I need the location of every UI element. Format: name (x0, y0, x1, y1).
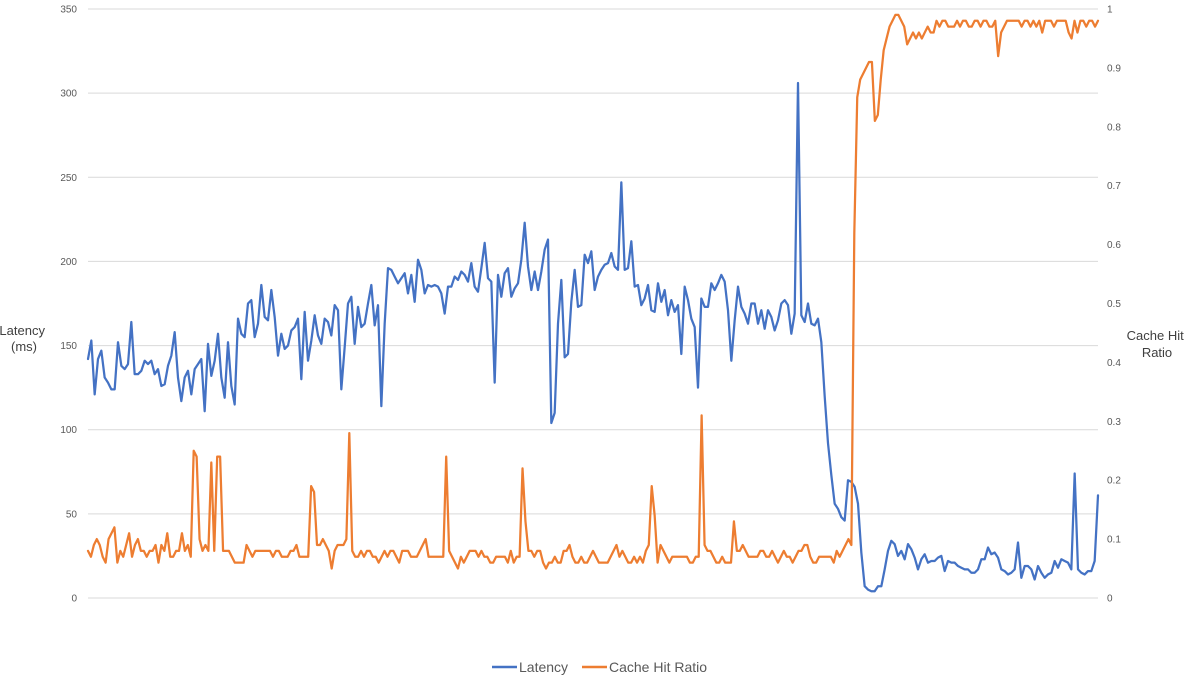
right-tick-label: 0.5 (1107, 299, 1121, 310)
right-tick-label: 0.6 (1107, 240, 1121, 251)
cache-hit-ratio-series-line (86, 13, 1100, 570)
right-tick-label: 0.3 (1107, 417, 1121, 428)
right-tick-label: 0.1 (1107, 535, 1121, 546)
right-axis-title: Cache Hit Ratio (1127, 328, 1188, 360)
right-axis-title-line-1: Cache Hit (1127, 328, 1184, 343)
left-tick-label: 300 (60, 89, 77, 100)
gridlines (88, 8, 1098, 599)
right-axis-title-line-2: Ratio (1142, 345, 1172, 360)
right-tick-label: 0.9 (1107, 63, 1121, 74)
right-tick-label: 0.8 (1107, 122, 1121, 133)
right-tick-label: 0 (1107, 594, 1113, 605)
left-tick-label: 150 (60, 341, 77, 352)
left-axis-title-line-1: Latency (0, 323, 45, 338)
left-tick-label: 200 (60, 257, 77, 268)
right-tick-label: 0.2 (1107, 476, 1121, 487)
left-axis-title-line-2: (ms) (11, 339, 37, 354)
right-tick-label: 0.7 (1107, 181, 1121, 192)
right-axis-ticks: 0 0.1 0.2 0.3 0.4 0.5 0.6 0.7 0.8 0.9 1 (1107, 5, 1121, 605)
left-tick-label: 0 (71, 594, 77, 605)
legend: Latency Cache Hit Ratio (492, 659, 707, 675)
right-tick-label: 0.4 (1107, 358, 1121, 369)
left-axis-title: Latency (ms) (0, 323, 49, 354)
left-axis-ticks: 0 50 100 150 200 250 300 350 (60, 5, 77, 605)
left-tick-label: 100 (60, 425, 77, 436)
legend-label-cache-hit-ratio: Cache Hit Ratio (609, 659, 707, 675)
right-tick-label: 1 (1107, 5, 1113, 16)
left-tick-label: 250 (60, 173, 77, 184)
legend-label-latency: Latency (519, 659, 568, 675)
latency-series-line (86, 81, 1100, 593)
left-tick-label: 350 (60, 5, 77, 16)
series-lines (86, 13, 1100, 593)
left-tick-label: 50 (66, 509, 78, 520)
